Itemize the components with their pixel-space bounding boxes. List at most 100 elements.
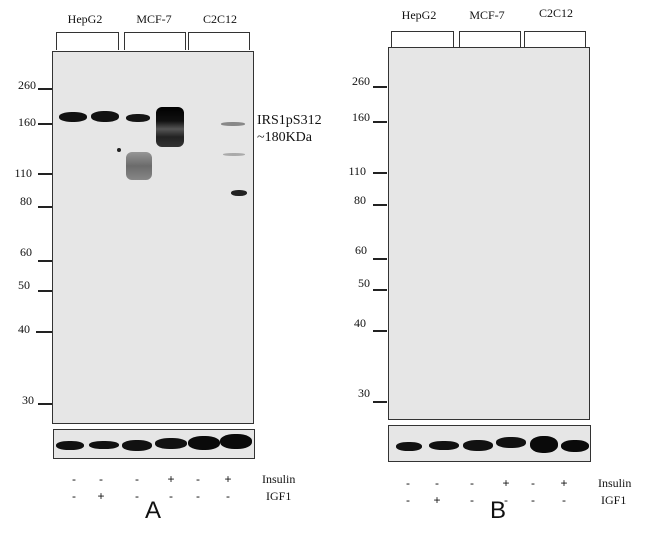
band-lane4-smear	[156, 107, 184, 147]
lc-band-5	[530, 436, 558, 453]
igf1-label: IGF1	[266, 489, 292, 503]
mw-label-80: 80	[354, 193, 366, 207]
band-lane2	[91, 111, 119, 122]
band-lane6-faint-1	[221, 122, 245, 126]
bracket-c2c12	[188, 32, 250, 50]
lc-band-6	[561, 440, 589, 452]
igf1-lane1: -	[406, 493, 410, 507]
insulin-lane6: +	[560, 476, 568, 490]
igf1-lane2: +	[97, 489, 105, 503]
insulin-lane6: +	[224, 472, 232, 486]
mw-label-50: 50	[18, 278, 30, 292]
mw-tick-40	[373, 330, 387, 332]
insulin-lane5: -	[196, 472, 200, 486]
mw-label-160: 160	[352, 110, 370, 124]
blot-loading-control	[388, 425, 591, 462]
insulin-lane2: -	[99, 472, 103, 486]
cell-line-label-hepg2: HepG2	[67, 12, 103, 26]
mw-tick-260	[373, 86, 387, 88]
insulin-label: Insulin	[598, 476, 632, 490]
mw-tick-50	[38, 290, 52, 292]
lc-band-3	[463, 440, 493, 451]
bracket-hepg2	[56, 32, 119, 50]
mw-tick-60	[373, 258, 387, 260]
lc-band-3	[122, 440, 152, 451]
mw-tick-160	[38, 123, 52, 125]
lc-band-5	[188, 436, 220, 450]
lc-band-2	[429, 441, 459, 450]
band-lane3	[126, 114, 150, 122]
bracket-mcf7	[459, 31, 521, 47]
mw-label-60: 60	[20, 245, 32, 259]
insulin-label: Insulin	[262, 472, 296, 486]
mw-label-40: 40	[18, 322, 30, 336]
insulin-lane5: -	[531, 476, 535, 490]
lc-band-4	[155, 438, 187, 449]
igf1-lane2: +	[433, 493, 441, 507]
lc-band-2	[89, 441, 119, 449]
bracket-mcf7	[124, 32, 186, 50]
panel-letter-b: B	[490, 497, 507, 524]
band-lane6-faint-2	[223, 153, 245, 156]
target-name: IRS1pS312	[257, 113, 322, 128]
insulin-lane3: -	[470, 476, 474, 490]
igf1-lane6: -	[562, 493, 566, 507]
insulin-lane2: -	[435, 476, 439, 490]
mw-label-40: 40	[354, 316, 366, 330]
insulin-lane1: -	[72, 472, 76, 486]
blot-membrane-main	[388, 47, 590, 420]
mw-tick-260	[38, 88, 52, 90]
mw-label-50: 50	[358, 276, 370, 290]
mw-tick-40	[36, 331, 52, 333]
blot-membrane-main	[52, 51, 254, 424]
mw-tick-30	[373, 401, 387, 403]
lc-band-1	[396, 442, 422, 451]
band-lane1	[59, 112, 87, 122]
lc-band-4	[496, 437, 526, 448]
mw-label-160: 160	[18, 115, 36, 129]
band-lane3-lower-smear	[126, 152, 152, 180]
mw-tick-80	[373, 204, 387, 206]
igf1-lane4: -	[169, 489, 173, 503]
mw-tick-50	[373, 289, 387, 291]
igf1-lane4: -	[504, 493, 508, 507]
mw-tick-110	[373, 172, 387, 174]
mw-tick-110	[38, 173, 52, 175]
igf1-lane3: -	[135, 489, 139, 503]
bracket-c2c12	[524, 31, 586, 47]
insulin-lane1: -	[406, 476, 410, 490]
mw-label-30: 30	[358, 386, 370, 400]
mw-label-80: 80	[20, 194, 32, 208]
igf1-lane5: -	[531, 493, 535, 507]
igf1-lane5: -	[196, 489, 200, 503]
cell-line-label-c2c12: C2C12	[202, 12, 237, 26]
mw-tick-30	[38, 403, 52, 405]
mw-tick-160	[373, 121, 387, 123]
panel-letter-a: A	[145, 497, 162, 524]
igf1-lane1: -	[72, 489, 76, 503]
igf1-lane6: -	[226, 489, 230, 503]
cell-line-label-mcf7: MCF-7	[136, 12, 172, 26]
insulin-lane4: +	[167, 472, 175, 486]
mw-tick-80	[38, 206, 52, 208]
cell-line-label-mcf7: MCF-7	[469, 8, 505, 22]
band-lane6-80kda	[231, 190, 247, 196]
lc-band-6	[220, 434, 252, 449]
cell-line-label-hepg2: HepG2	[401, 8, 437, 22]
target-annotation: IRS1pS312 ~180KDa	[257, 112, 322, 146]
bracket-hepg2	[391, 31, 454, 47]
cell-line-label-c2c12: C2C12	[538, 6, 573, 20]
mw-tick-60	[38, 260, 52, 262]
igf1-label: IGF1	[601, 493, 627, 507]
blot-loading-control	[53, 429, 255, 459]
lc-band-1	[56, 441, 84, 450]
mw-label-110: 110	[348, 164, 366, 178]
mw-label-30: 30	[22, 393, 34, 407]
mw-label-60: 60	[355, 243, 367, 257]
insulin-lane4: +	[502, 476, 510, 490]
mw-label-260: 260	[352, 74, 370, 88]
mw-label-260: 260	[18, 78, 36, 92]
target-size: ~180KDa	[257, 130, 313, 145]
mw-label-110: 110	[14, 166, 32, 180]
speck	[117, 148, 121, 152]
